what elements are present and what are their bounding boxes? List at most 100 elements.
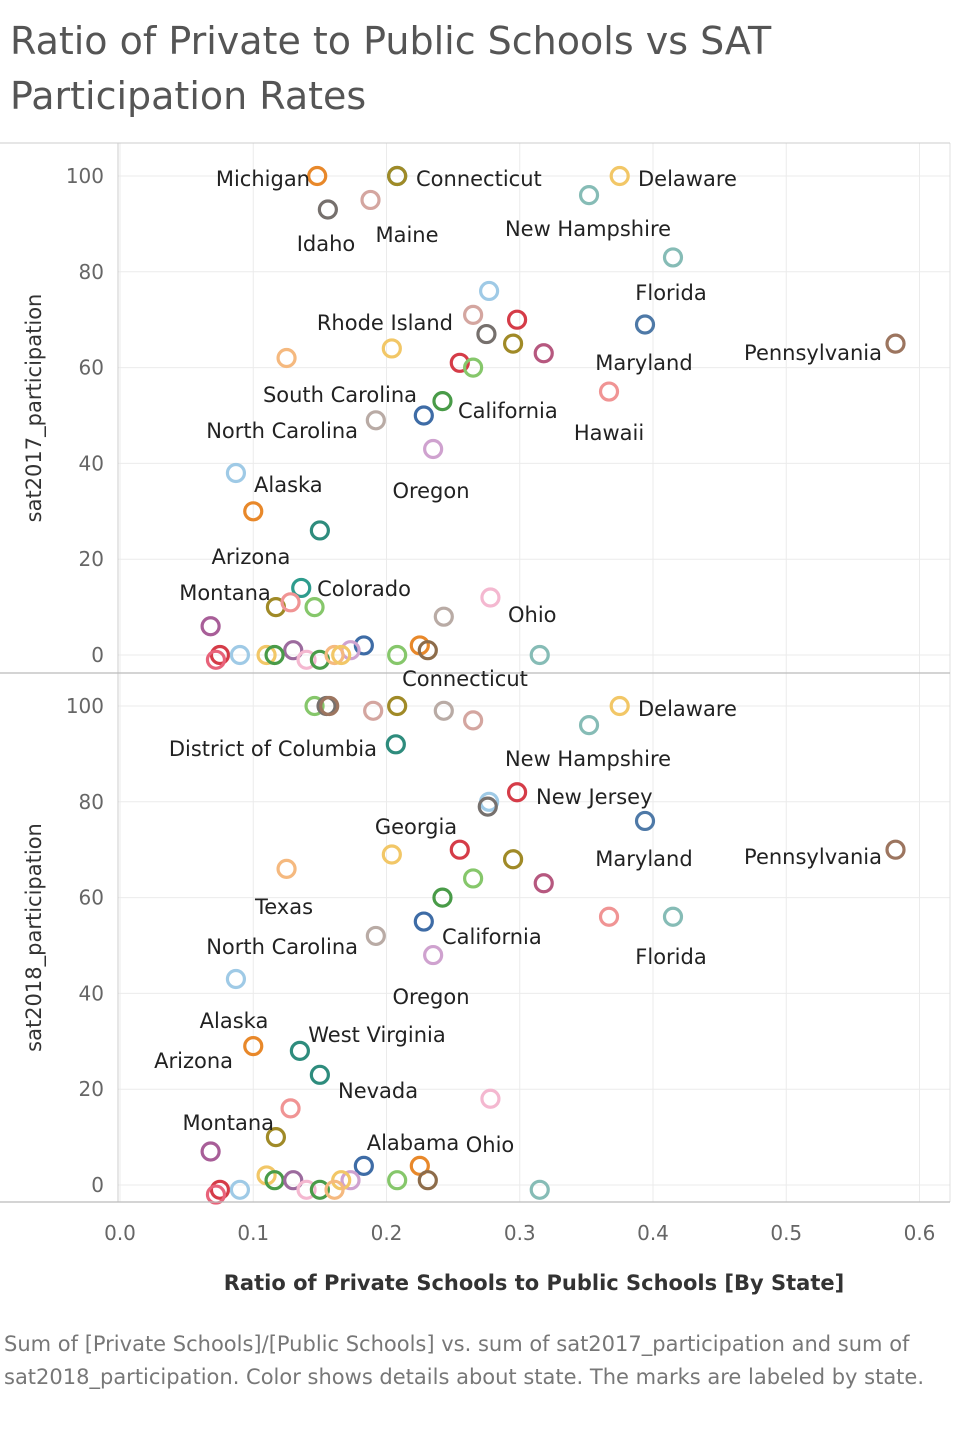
y-axis-title: sat2017_participation <box>22 294 47 523</box>
data-point <box>502 849 524 870</box>
point-label: Ohio <box>508 603 557 627</box>
data-point <box>533 873 554 894</box>
data-point <box>598 906 620 927</box>
data-point <box>479 280 500 302</box>
data-point <box>243 1035 264 1057</box>
point-label: Texas <box>254 895 313 919</box>
x-tick-label: 0.3 <box>504 1221 536 1245</box>
data-point <box>309 520 330 541</box>
data-point <box>360 189 381 211</box>
y-tick-label: 20 <box>79 547 104 571</box>
data-point <box>363 700 384 721</box>
data-point <box>324 644 345 666</box>
y-tick-label: 60 <box>79 356 104 380</box>
data-point <box>477 796 498 817</box>
data-point <box>413 405 434 426</box>
y-axis-title: sat2018_participation <box>22 823 47 1052</box>
data-point <box>506 309 528 330</box>
data-point <box>463 357 484 378</box>
chart-title: Ratio of Private to Public Schools vs SA… <box>10 19 772 118</box>
data-point <box>225 968 247 990</box>
data-point <box>331 644 352 666</box>
data-point <box>387 1170 408 1191</box>
data-point <box>265 1126 287 1148</box>
data-point <box>662 906 684 927</box>
data-point <box>413 911 434 932</box>
data-point <box>264 1170 285 1191</box>
data-point <box>449 839 470 860</box>
data-point <box>229 1179 251 1200</box>
data-point <box>662 247 684 268</box>
point-label: Michigan <box>216 167 310 191</box>
data-point <box>296 1179 317 1200</box>
data-point <box>432 391 453 412</box>
y-tick-label: 20 <box>79 1077 104 1101</box>
data-point <box>283 640 304 661</box>
data-point <box>433 700 454 721</box>
y-tick-label: 80 <box>79 790 104 814</box>
point-label: Montana <box>182 1111 274 1135</box>
y-tick-label: 40 <box>79 981 104 1005</box>
point-label: New Hampshire <box>505 747 671 771</box>
data-point <box>885 333 906 354</box>
point-label: New Hampshire <box>505 217 671 241</box>
point-label: Delaware <box>638 697 737 721</box>
data-point <box>423 944 444 966</box>
x-axis-title: Ratio of Private Schools to Public Schoo… <box>224 1271 844 1295</box>
data-point <box>304 596 325 618</box>
point-label: West Virginia <box>308 1023 445 1047</box>
data-point <box>280 1098 301 1119</box>
point-label: Georgia <box>375 815 457 839</box>
point-label: Idaho <box>297 232 356 256</box>
point-label: New Jersey <box>536 785 653 809</box>
data-point <box>463 304 484 326</box>
point-label: Colorado <box>317 577 411 601</box>
scatter-chart: 0.0 0.1 0.2 0.3 0.4 0.5 0.6 0 20 40 60 80 100 sat2017… <box>0 142 951 1295</box>
data-point <box>476 323 497 345</box>
point-label: Oregon <box>392 479 469 503</box>
point-label: Maryland <box>595 351 692 375</box>
point-label: Pennsylvania <box>744 845 882 869</box>
point-label: Alaska <box>254 473 323 497</box>
data-point <box>200 616 221 637</box>
x-tick-label: 0.4 <box>637 1221 669 1245</box>
y-tick-label: 60 <box>79 886 104 910</box>
point-label: Nevada <box>338 1079 418 1103</box>
point-label: Alabama <box>367 1131 460 1155</box>
y-tick-label: 0 <box>91 1173 104 1197</box>
data-point <box>387 644 408 666</box>
data-point <box>578 185 600 206</box>
data-point <box>417 640 438 661</box>
point-label: Maryland <box>595 847 692 871</box>
point-label: Delaware <box>638 167 737 191</box>
data-point <box>433 606 454 627</box>
point-label: California <box>442 925 542 949</box>
panel-1-background <box>118 143 950 673</box>
data-point <box>634 314 656 335</box>
data-point <box>296 649 317 670</box>
y-tick-label: 40 <box>79 451 104 475</box>
point-label: Montana <box>179 581 271 605</box>
data-point <box>309 1179 330 1200</box>
data-point <box>381 844 402 865</box>
data-point <box>506 782 528 803</box>
y-tick-label: 100 <box>66 694 104 718</box>
point-label: Alaska <box>200 1009 269 1033</box>
point-label: Maine <box>375 223 438 247</box>
data-point <box>276 347 297 369</box>
data-point <box>304 695 325 717</box>
point-label: Connecticut <box>402 667 528 691</box>
data-point <box>449 352 470 373</box>
point-label: Florida <box>635 945 706 969</box>
data-point <box>209 1179 231 1200</box>
data-point <box>387 695 408 717</box>
data-point <box>243 501 264 522</box>
data-point <box>256 644 277 666</box>
data-point <box>502 333 524 354</box>
data-point <box>317 199 338 220</box>
data-point <box>365 925 386 947</box>
y-tick-label: 100 <box>66 164 104 188</box>
point-label: Florida <box>635 281 706 305</box>
point-label: Ohio <box>466 1133 515 1157</box>
data-point <box>225 462 247 484</box>
